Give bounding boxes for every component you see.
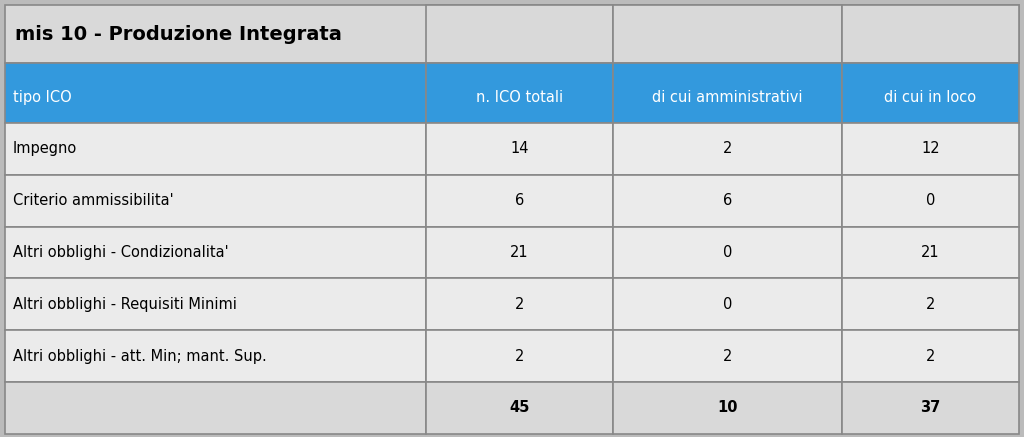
- Text: 37: 37: [921, 400, 940, 416]
- Bar: [842, 227, 1019, 278]
- Bar: [842, 278, 1019, 330]
- Bar: [426, 227, 613, 278]
- Text: Impegno: Impegno: [13, 142, 77, 156]
- Text: 21: 21: [921, 245, 940, 260]
- Bar: [613, 382, 842, 434]
- Text: 2: 2: [515, 297, 524, 312]
- Bar: [5, 175, 426, 227]
- Text: Criterio ammissibilita': Criterio ammissibilita': [13, 193, 174, 208]
- Text: tipo ICO: tipo ICO: [13, 90, 72, 105]
- Bar: [842, 330, 1019, 382]
- Text: Altri obblighi - att. Min; mant. Sup.: Altri obblighi - att. Min; mant. Sup.: [13, 349, 266, 364]
- Bar: [613, 175, 842, 227]
- Bar: [613, 278, 842, 330]
- Bar: [5, 330, 426, 382]
- Bar: [842, 5, 1019, 63]
- Text: 6: 6: [723, 193, 732, 208]
- Bar: [426, 382, 613, 434]
- Bar: [5, 123, 426, 175]
- Bar: [613, 330, 842, 382]
- Bar: [613, 5, 842, 63]
- Bar: [426, 330, 613, 382]
- Text: n. ICO totali: n. ICO totali: [476, 90, 563, 105]
- Bar: [613, 227, 842, 278]
- Bar: [842, 123, 1019, 175]
- Text: 2: 2: [926, 349, 935, 364]
- Text: 0: 0: [926, 193, 935, 208]
- Bar: [5, 382, 426, 434]
- Bar: [426, 63, 613, 123]
- Text: 2: 2: [723, 349, 732, 364]
- Bar: [426, 123, 613, 175]
- Text: Altri obblighi - Condizionalita': Altri obblighi - Condizionalita': [13, 245, 228, 260]
- Bar: [5, 5, 1019, 63]
- Bar: [426, 5, 613, 63]
- Text: 2: 2: [515, 349, 524, 364]
- Bar: [5, 227, 426, 278]
- Bar: [842, 175, 1019, 227]
- Text: di cui amministrativi: di cui amministrativi: [652, 90, 803, 105]
- Bar: [426, 175, 613, 227]
- Bar: [5, 278, 426, 330]
- Bar: [613, 63, 842, 123]
- Text: 12: 12: [921, 142, 940, 156]
- Text: di cui in loco: di cui in loco: [884, 90, 976, 105]
- Text: 45: 45: [509, 400, 529, 416]
- Text: Altri obblighi - Requisiti Minimi: Altri obblighi - Requisiti Minimi: [13, 297, 237, 312]
- Bar: [613, 123, 842, 175]
- Bar: [842, 63, 1019, 123]
- Bar: [5, 63, 426, 123]
- Text: 21: 21: [510, 245, 529, 260]
- Text: 14: 14: [510, 142, 528, 156]
- Text: 2: 2: [926, 297, 935, 312]
- Bar: [842, 382, 1019, 434]
- Bar: [426, 278, 613, 330]
- Text: 0: 0: [723, 297, 732, 312]
- Text: 2: 2: [723, 142, 732, 156]
- Text: 6: 6: [515, 193, 524, 208]
- Text: 0: 0: [723, 245, 732, 260]
- Text: mis 10 - Produzione Integrata: mis 10 - Produzione Integrata: [15, 24, 342, 44]
- Text: 10: 10: [717, 400, 737, 416]
